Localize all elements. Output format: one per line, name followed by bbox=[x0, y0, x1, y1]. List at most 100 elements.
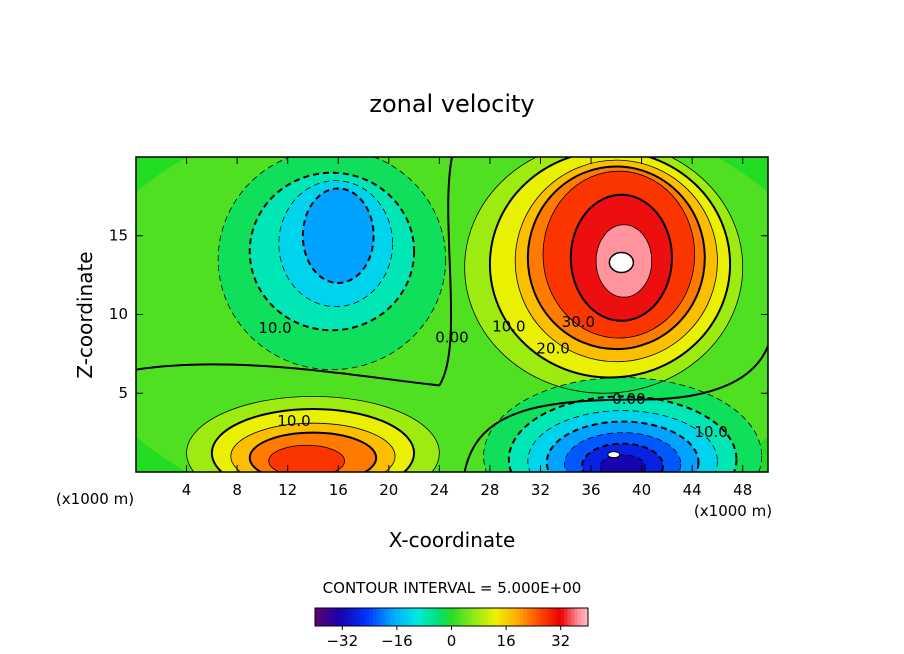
contour-line bbox=[464, 157, 744, 394]
colorbar-swatch bbox=[362, 608, 367, 626]
neg-core bbox=[607, 451, 621, 459]
colorbar-swatch bbox=[379, 608, 384, 626]
colorbar-swatch bbox=[502, 608, 507, 626]
colorbar-swatch bbox=[499, 608, 504, 626]
contour-line bbox=[507, 395, 738, 472]
x-tick-label: 28 bbox=[480, 481, 499, 499]
x-tick-label: 4 bbox=[182, 481, 192, 499]
colorbar-swatch bbox=[369, 608, 374, 626]
colorbar-swatch bbox=[407, 608, 412, 626]
colorbar-swatches bbox=[315, 608, 589, 626]
colorbar-swatch bbox=[396, 608, 401, 626]
field-band bbox=[599, 454, 646, 472]
colorbar-swatch bbox=[441, 608, 446, 626]
colorbar-swatch bbox=[427, 608, 432, 626]
colorbar-swatch bbox=[338, 608, 343, 626]
colorbar-swatch bbox=[519, 608, 524, 626]
colorbar-swatch bbox=[359, 608, 364, 626]
colorbar-swatch bbox=[352, 608, 357, 626]
colorbar-swatch bbox=[581, 608, 586, 626]
colorbar-swatch bbox=[366, 608, 371, 626]
colorbar-swatch bbox=[386, 608, 391, 626]
colorbar-swatch bbox=[560, 608, 565, 626]
colorbar-swatch bbox=[417, 608, 422, 626]
contour-label-group: 20.0 bbox=[536, 340, 569, 358]
colorbar-swatch bbox=[458, 608, 463, 626]
colorbar-swatch bbox=[557, 608, 562, 626]
colorbar-swatch bbox=[492, 608, 497, 626]
colorbar-swatch bbox=[547, 608, 551, 626]
contour-line bbox=[514, 159, 718, 363]
colorbar-swatch bbox=[564, 608, 569, 626]
contour-line bbox=[488, 157, 732, 379]
colorbar-swatch bbox=[434, 608, 439, 626]
contour-line bbox=[545, 420, 700, 472]
colorbar-swatch bbox=[342, 608, 347, 626]
colorbar-swatch bbox=[550, 608, 555, 626]
x-axis-label: X-coordinate bbox=[389, 528, 516, 552]
colorbar-swatch bbox=[373, 608, 377, 626]
colorbar-swatch bbox=[376, 608, 381, 626]
x-tick-label: 40 bbox=[632, 481, 651, 499]
colorbar-swatch bbox=[553, 608, 558, 626]
colorbar-swatch bbox=[509, 608, 514, 626]
contour-line bbox=[268, 444, 345, 472]
colorbar-tick-label: 16 bbox=[497, 632, 516, 650]
colorbar-swatch bbox=[468, 608, 473, 626]
colorbar-swatch bbox=[318, 608, 323, 626]
contour-line bbox=[542, 170, 696, 339]
colorbar-swatch bbox=[448, 608, 452, 626]
colorbar-swatch bbox=[512, 608, 517, 626]
contour-label-group: 10.0 bbox=[492, 318, 525, 336]
contour-line bbox=[527, 410, 718, 472]
colorbar-swatch bbox=[529, 608, 534, 626]
contour-line bbox=[595, 224, 653, 298]
x-tick-label: 36 bbox=[581, 481, 600, 499]
colorbar-swatch bbox=[393, 608, 398, 626]
contour-label: 0.00 bbox=[435, 329, 468, 347]
colorbar-swatch bbox=[383, 608, 388, 626]
colorbar-tick-label: −32 bbox=[326, 632, 358, 650]
colorbar-swatch bbox=[574, 608, 579, 626]
colorbar-swatch bbox=[328, 608, 333, 626]
colorbar-swatch bbox=[543, 608, 548, 626]
colorbar: −32 −16 0 16 32 bbox=[314, 607, 589, 650]
contour-line bbox=[564, 432, 682, 472]
colorbar-swatch bbox=[315, 608, 319, 626]
x-tick-label: 8 bbox=[232, 481, 242, 499]
colorbar-swatch bbox=[345, 608, 350, 626]
colorbar-swatch bbox=[516, 608, 521, 626]
contour-label: 10.0 bbox=[694, 423, 727, 441]
colorbar-swatch bbox=[461, 608, 466, 626]
contour-line bbox=[217, 157, 447, 370]
colorbar-swatch bbox=[475, 608, 480, 626]
contour-line bbox=[569, 193, 673, 322]
contour-line bbox=[526, 165, 706, 351]
colorbar-swatch bbox=[536, 608, 541, 626]
colorbar-swatch bbox=[577, 608, 582, 626]
x-tick-label: 44 bbox=[683, 481, 702, 499]
contour-line bbox=[599, 454, 646, 472]
colorbar-swatch bbox=[533, 608, 538, 626]
colorbar-swatch bbox=[355, 608, 360, 626]
colorbar-swatch bbox=[485, 608, 490, 626]
colorbar-swatch bbox=[489, 608, 493, 626]
colorbar-swatch bbox=[403, 608, 408, 626]
contour-label: 30.0 bbox=[562, 313, 595, 331]
contour-label: 20.0 bbox=[536, 340, 569, 358]
colorbar-swatch bbox=[471, 608, 476, 626]
y-tick-label: 5 bbox=[118, 384, 128, 402]
colorbar-swatch bbox=[478, 608, 483, 626]
colorbar-swatch bbox=[451, 608, 456, 626]
x-unit-note-left: (x1000 m) bbox=[56, 490, 134, 508]
contour-line bbox=[483, 377, 763, 472]
contour-label-group: 10.0 bbox=[694, 423, 727, 441]
colorbar-tick-label: 0 bbox=[447, 632, 457, 650]
x-tick-label: 12 bbox=[278, 481, 297, 499]
colorbar-swatch bbox=[413, 608, 418, 626]
colorbar-swatch bbox=[567, 608, 572, 626]
colorbar-swatch bbox=[321, 608, 326, 626]
contour-label-group: 10.0 bbox=[258, 319, 291, 337]
y-tick-label: 10 bbox=[109, 305, 128, 323]
